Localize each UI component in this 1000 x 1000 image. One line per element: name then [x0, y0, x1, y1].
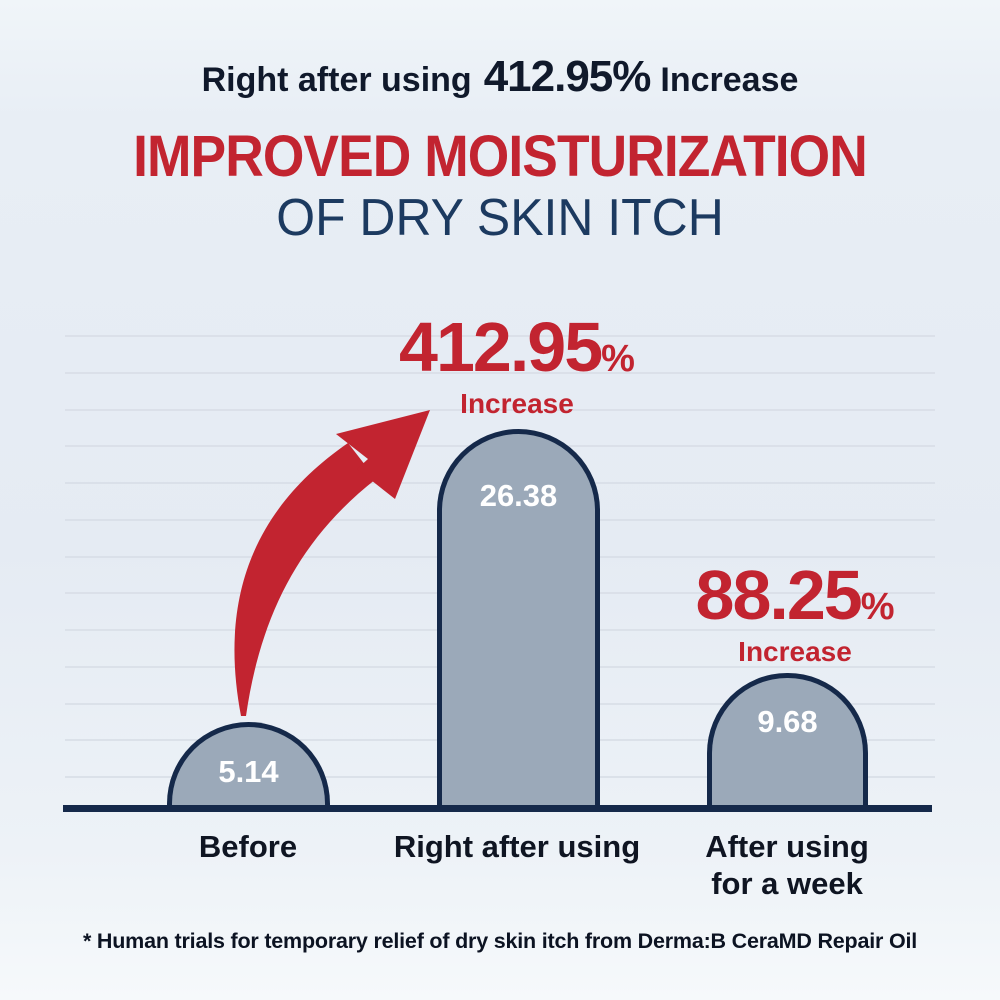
category-label-after-a-week: After using for a week: [662, 828, 912, 902]
annotation-number-row: 88.25%: [615, 560, 975, 630]
x-axis-baseline: [63, 805, 932, 812]
topline-prefix: Right after using: [201, 61, 472, 99]
bar-value: 9.68: [757, 704, 818, 739]
page-subtitle: OF DRY SKIN ITCH: [276, 189, 724, 247]
disclaimer-note: * Human trials for temporary relief of d…: [82, 929, 918, 953]
bar-value: 5.14: [218, 754, 279, 789]
percent-sign: %: [860, 586, 895, 628]
bar-before: 5.14: [167, 722, 330, 806]
header-topline: Right after using 412.95% Increase: [0, 53, 1000, 104]
annotation-right-after-using: 412.95% Increase: [337, 312, 697, 418]
gridline: [65, 372, 935, 374]
category-line: After using: [705, 829, 869, 864]
bar-right-after-using: 26.38: [437, 429, 600, 806]
category-line: Right after using: [393, 829, 641, 864]
annotation-number-row: 412.95%: [337, 312, 697, 382]
category-label-right-after-using: Right after using: [392, 828, 642, 865]
page-title: IMPROVED MOISTURIZATION: [133, 124, 868, 189]
annotation-label: Increase: [738, 636, 852, 667]
category-label-before: Before: [123, 828, 373, 865]
annotation-number: 88.25: [695, 556, 863, 634]
annotation-label: Increase: [460, 388, 574, 419]
category-line: Before: [198, 829, 298, 864]
topline-percentage: 412.95%: [483, 52, 652, 101]
annotation-after-a-week: 88.25% Increase: [615, 560, 975, 666]
topline-suffix: Increase: [660, 61, 799, 99]
category-line: for a week: [711, 866, 863, 901]
gridline: [65, 409, 935, 411]
annotation-number: 412.95: [399, 308, 603, 386]
percent-sign: %: [601, 338, 635, 380]
bar-after-a-week: 9.68: [707, 673, 868, 806]
bar-value: 26.38: [479, 478, 558, 513]
gridline: [65, 335, 935, 337]
